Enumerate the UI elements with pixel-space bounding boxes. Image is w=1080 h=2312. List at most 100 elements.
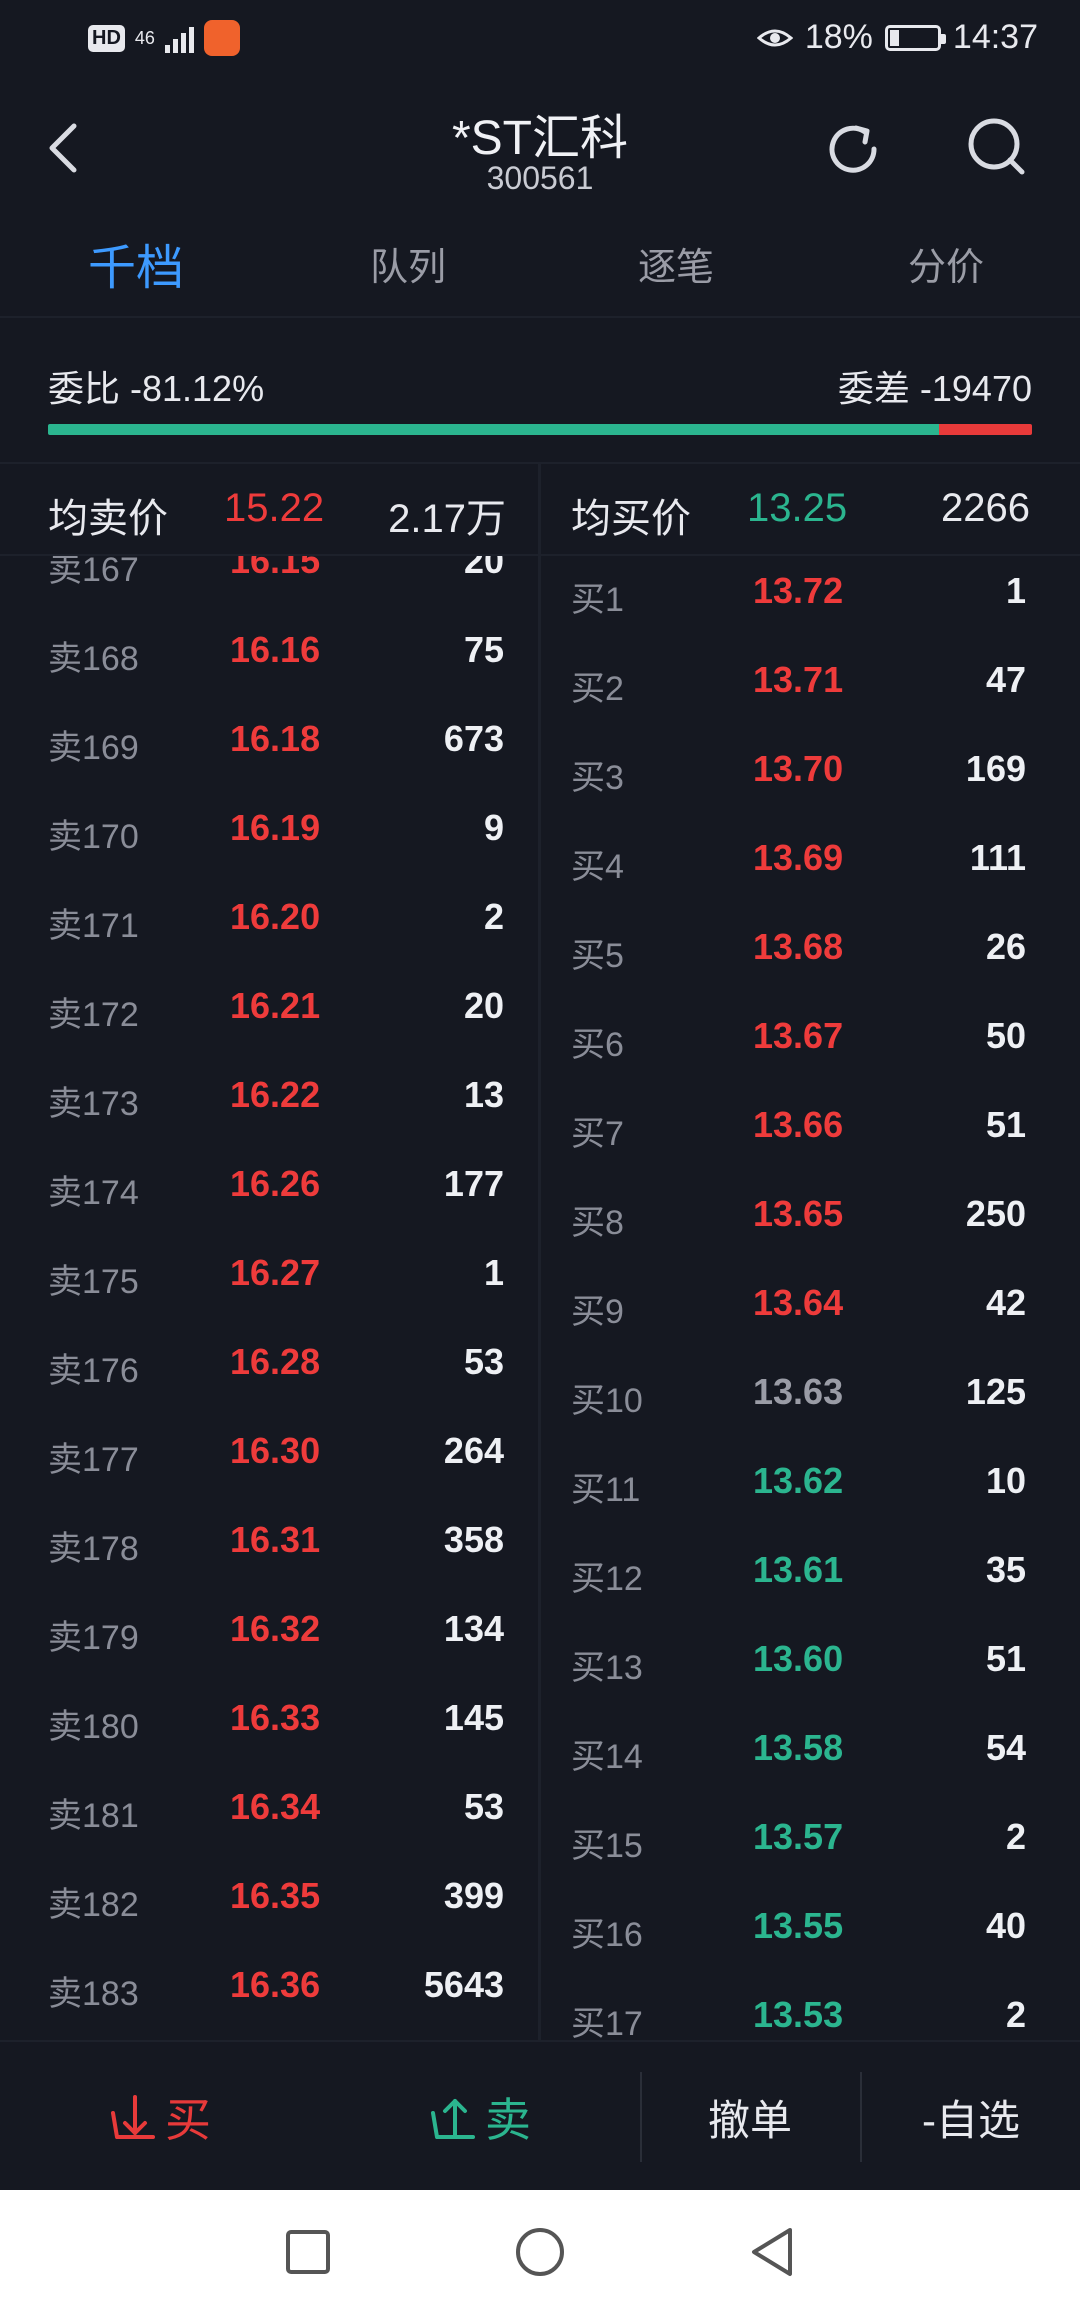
- buy-row[interactable]: 买8 13.65 250: [541, 1175, 1080, 1264]
- sell-row[interactable]: 卖183 16.36 5643: [0, 1946, 538, 2035]
- sell-level-qty: 75: [463, 629, 504, 670]
- cancel-order-button[interactable]: 撤单: [707, 2096, 792, 2144]
- refresh-icon[interactable]: [820, 116, 886, 182]
- sell-row[interactable]: 卖171 16.20 2: [0, 878, 538, 967]
- sell-level-label: 卖167: [48, 556, 139, 589]
- sell-button[interactable]: 卖: [320, 2042, 640, 2192]
- tab-qiandang[interactable]: 千档: [88, 242, 185, 295]
- sell-row[interactable]: 卖167 16.15 20: [0, 556, 538, 611]
- sell-row[interactable]: 卖181 16.34 53: [0, 1768, 538, 1857]
- sell-header: 均卖价 15.22 2.17万: [0, 464, 538, 556]
- buy-header: 均买价 13.25 2266: [541, 464, 1080, 556]
- tab-tick[interactable]: 逐笔: [638, 247, 715, 289]
- sell-row[interactable]: 卖173 16.22 13: [0, 1056, 538, 1145]
- sell-arrow-icon: [431, 2099, 475, 2139]
- buy-row[interactable]: 买17 13.53 2: [541, 1976, 1080, 2042]
- sell-row[interactable]: 卖168 16.16 75: [0, 611, 538, 700]
- sell-row[interactable]: 卖172 16.21 20: [0, 967, 538, 1056]
- buy-list[interactable]: 买1 13.72 1 买2 13.71 47 买3 13.70 169 买4 13.69 111 买5 1…: [541, 556, 1080, 2042]
- sell-row[interactable]: 卖182 16.35 399: [0, 1857, 538, 1946]
- back-icon[interactable]: [40, 118, 90, 178]
- sell-level-qty: 2: [483, 896, 504, 937]
- sell-row[interactable]: 卖169 16.18 673: [0, 700, 538, 789]
- sell-level-qty: 264: [443, 1430, 504, 1471]
- buy-row[interactable]: 买11 13.62 10: [541, 1442, 1080, 1531]
- buy-level-label: 买15: [571, 1827, 643, 1865]
- tradebar-separator: [640, 2072, 642, 2162]
- buy-level-label: 买14: [571, 1738, 643, 1776]
- sell-level-label: 卖178: [48, 1530, 139, 1568]
- buy-level-qty: 2: [1005, 1994, 1026, 2035]
- buy-row[interactable]: 买3 13.70 169: [541, 730, 1080, 819]
- buy-level-price: 13.64: [753, 1282, 844, 1323]
- buy-level-qty: 169: [965, 748, 1026, 789]
- buy-level-label: 买9: [571, 1293, 624, 1331]
- sell-level-price: 16.30: [230, 1430, 321, 1471]
- tab-queue[interactable]: 队列: [370, 247, 447, 289]
- buy-avg-label: 均买价: [571, 497, 691, 541]
- sell-level-price: 16.34: [230, 1786, 321, 1827]
- buy-row[interactable]: 买9 13.64 42: [541, 1264, 1080, 1353]
- buy-level-price: 13.62: [753, 1460, 844, 1501]
- buy-row[interactable]: 买13 13.60 51: [541, 1620, 1080, 1709]
- remove-watchlist-button[interactable]: -自选: [922, 2096, 1020, 2144]
- buy-level-qty: 35: [985, 1549, 1026, 1590]
- sell-level-price: 16.28: [230, 1341, 321, 1382]
- order-book: 均卖价 15.22 2.17万 均买价 13.25 2266 卖167 16.15…: [0, 462, 1080, 2042]
- sell-level-qty: 13: [463, 1074, 504, 1115]
- buy-row[interactable]: 买5 13.68 26: [541, 908, 1080, 997]
- sell-level-qty: 145: [443, 1697, 504, 1738]
- buy-row[interactable]: 买14 13.58 54: [541, 1709, 1080, 1798]
- buy-level-label: 买12: [571, 1560, 643, 1598]
- buy-row[interactable]: 买1 13.72 1: [541, 556, 1080, 641]
- sell-row[interactable]: 卖177 16.30 264: [0, 1412, 538, 1501]
- sell-row[interactable]: 卖174 16.26 177: [0, 1145, 538, 1234]
- buy-row[interactable]: 买4 13.69 111: [541, 819, 1080, 908]
- buy-level-price: 13.60: [753, 1638, 844, 1679]
- sell-level-qty: 20: [463, 985, 504, 1026]
- sell-level-qty: 53: [463, 1786, 504, 1827]
- tradebar-separator: [860, 2072, 862, 2162]
- sell-level-price: 16.36: [230, 1964, 321, 2005]
- sell-level-price: 16.35: [230, 1875, 321, 1916]
- buy-row[interactable]: 买12 13.61 35: [541, 1531, 1080, 1620]
- home-icon[interactable]: [510, 2222, 570, 2282]
- buy-level-qty: 51: [985, 1638, 1026, 1679]
- buy-row[interactable]: 买10 13.63 125: [541, 1353, 1080, 1442]
- sell-level-qty: 9: [483, 807, 504, 848]
- sell-row[interactable]: 卖175 16.27 1: [0, 1234, 538, 1323]
- sell-row[interactable]: 卖180 16.33 145: [0, 1679, 538, 1768]
- sell-level-label: 卖180: [48, 1708, 139, 1746]
- search-icon[interactable]: [964, 114, 1030, 180]
- sell-row[interactable]: 卖170 16.19 9: [0, 789, 538, 878]
- sell-level-label: 卖174: [48, 1174, 139, 1212]
- sell-row[interactable]: 卖176 16.28 53: [0, 1323, 538, 1412]
- ratio-bar-sell: [48, 424, 940, 435]
- nav-back-icon[interactable]: [742, 2222, 802, 2282]
- buy-level-label: 买7: [571, 1115, 624, 1153]
- buy-row[interactable]: 买15 13.57 2: [541, 1798, 1080, 1887]
- sell-list[interactable]: 卖167 16.15 20 卖168 16.16 75 卖169 16.18 673 卖170 16…: [0, 556, 538, 2042]
- tab-price-dist[interactable]: 分价: [908, 247, 985, 289]
- sell-level-price: 16.20: [230, 896, 321, 937]
- buy-level-qty: 10: [985, 1460, 1026, 1501]
- buy-button[interactable]: 买: [0, 2042, 320, 2192]
- status-right: 18% 14:37: [756, 18, 1038, 57]
- status-left: HD 46: [88, 20, 240, 56]
- buy-row[interactable]: 买7 13.66 51: [541, 1086, 1080, 1175]
- sell-row[interactable]: 卖179 16.32 134: [0, 1590, 538, 1679]
- buy-level-price: 13.67: [753, 1015, 844, 1056]
- buy-row[interactable]: 买6 13.67 50: [541, 997, 1080, 1086]
- buy-level-qty: 47: [985, 659, 1026, 700]
- buy-row[interactable]: 买2 13.71 47: [541, 641, 1080, 730]
- sell-level-price: 16.16: [230, 629, 321, 670]
- buy-level-label: 买1: [571, 581, 624, 619]
- recents-icon[interactable]: [278, 2222, 338, 2282]
- buy-row[interactable]: 买16 13.55 40: [541, 1887, 1080, 1976]
- buy-level-price: 13.72: [753, 570, 844, 611]
- buy-label: 买: [165, 2094, 211, 2146]
- sell-level-qty: 177: [443, 1163, 504, 1204]
- sell-row[interactable]: 卖178 16.31 358: [0, 1501, 538, 1590]
- sell-level-qty: 399: [443, 1875, 504, 1916]
- buy-level-price: 13.58: [753, 1727, 844, 1768]
